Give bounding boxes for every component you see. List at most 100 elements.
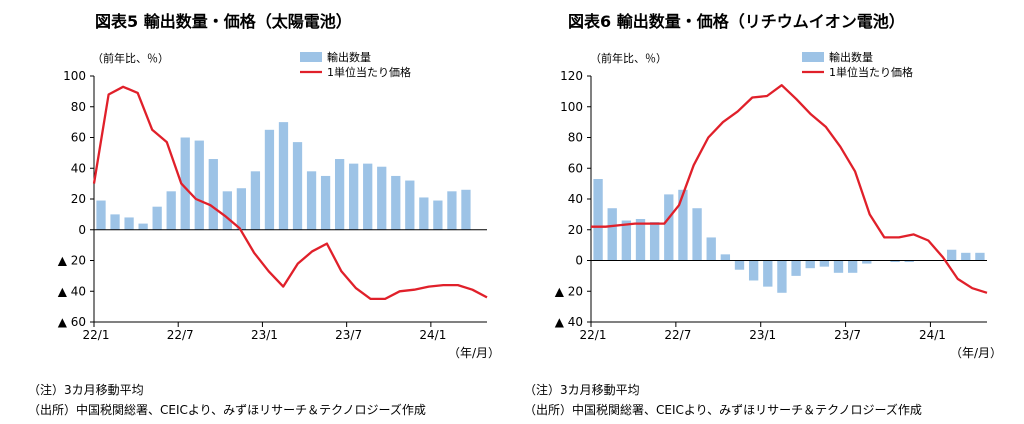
bar [334, 159, 345, 230]
bar [138, 223, 148, 230]
bar [975, 252, 985, 261]
bar [720, 254, 731, 261]
x-tick-label: 23/1 [251, 328, 278, 342]
x-tick-label: 24/1 [919, 328, 946, 342]
y-tick-label: ▲ 20 [555, 284, 583, 298]
chart-panel-right: 図表6 輸出数量・価格（リチウムイオン電池） （前年比、％） 120 100 80 60… [512, 0, 1024, 424]
x-tick-label: 22/7 [664, 328, 691, 342]
y-tick-label: 100 [63, 69, 86, 83]
bar [862, 260, 872, 264]
bar [678, 189, 688, 261]
legend-bar-swatch [300, 52, 322, 62]
note-text: （注）3カ月移動平均 [28, 383, 144, 397]
bar [961, 252, 971, 261]
bar [180, 137, 190, 230]
y-tick-label: 20 [568, 223, 583, 237]
bar [377, 166, 387, 230]
legend-line-label: 1単位当たり価格 [327, 65, 411, 79]
chart-title: 図表5 輸出数量・価格（太陽電池） [95, 12, 352, 31]
bar [222, 191, 232, 230]
bar [805, 260, 815, 269]
legend-line-label: 1単位当たり価格 [829, 65, 913, 79]
y-tick-label: 80 [568, 131, 583, 145]
chart-panel-left: 図表5 輸出数量・価格（太陽電池） （前年比、％） 100 80 60 40 20 0 ▲ 2… [28, 12, 500, 417]
bar [777, 260, 787, 293]
y-tick-label: 0 [78, 223, 86, 237]
bar [405, 180, 415, 230]
bar [391, 175, 401, 230]
bar [152, 206, 162, 230]
bar [96, 200, 106, 230]
x-unit-label: （年/月） [950, 346, 1002, 360]
y-tick-label: ▲ 60 [58, 315, 86, 329]
bar [649, 222, 660, 261]
bar [748, 260, 759, 281]
y-tick-label: 60 [568, 161, 583, 175]
bar [946, 249, 957, 261]
y-tick-label: ▲ 20 [58, 254, 86, 268]
bar [292, 142, 303, 230]
bar [110, 214, 120, 230]
bar [278, 122, 289, 230]
y-tick-label: ▲ 40 [555, 315, 583, 329]
bar [692, 208, 702, 261]
bar [734, 260, 745, 270]
bar [349, 163, 359, 230]
source-text: （出所）中国税関総署、CEICより、みずほリサーチ＆テクノロジーズ作成 [524, 403, 922, 417]
legend-bar-swatch [802, 52, 824, 62]
bar [593, 179, 603, 261]
price-line [591, 84, 988, 294]
source-text: （出所）中国税関総署、CEICより、みずほリサーチ＆テクノロジーズ作成 [28, 403, 426, 417]
price-line [92, 85, 488, 301]
bar [819, 260, 830, 267]
bar [890, 260, 900, 263]
bar [363, 163, 373, 230]
bar [166, 191, 176, 230]
bar [607, 208, 617, 261]
note-text: （注）3カ月移動平均 [524, 383, 640, 397]
x-tick-label: 24/1 [419, 328, 446, 342]
y-tick-label: 100 [560, 100, 583, 114]
bar [635, 218, 646, 261]
bar [264, 129, 275, 230]
x-tick-label: 22/7 [167, 328, 194, 342]
y-unit-label: （前年比、％） [590, 51, 667, 65]
x-tick-label: 23/7 [335, 328, 362, 342]
x-tick-label: 23/7 [834, 328, 861, 342]
y-tick-label: ▲ 40 [58, 284, 86, 298]
bar [621, 220, 632, 261]
bar [706, 237, 716, 261]
bar [208, 159, 218, 230]
y-unit-label: （前年比、％） [92, 51, 169, 65]
bar [124, 217, 134, 230]
bar [447, 191, 457, 230]
bar [833, 260, 844, 273]
bar [847, 260, 858, 273]
y-tick-label: 20 [71, 192, 86, 206]
y-tick-label: 40 [71, 161, 86, 175]
bar [250, 171, 261, 230]
bar [306, 171, 317, 230]
bar [433, 200, 443, 230]
x-tick-label: 22/1 [580, 328, 607, 342]
bar [236, 188, 247, 230]
y-tick-label: 80 [71, 100, 86, 114]
bar [664, 194, 674, 261]
bar [194, 140, 204, 230]
y-tick-label: 0 [575, 254, 583, 268]
x-tick-label: 23/1 [749, 328, 776, 342]
bar [791, 260, 801, 276]
bar [320, 175, 331, 230]
bar [763, 260, 773, 287]
y-tick-label: 120 [560, 69, 583, 83]
y-tick-label: 60 [71, 131, 86, 145]
bar [904, 260, 914, 263]
y-tick-label: 40 [568, 192, 583, 206]
legend-bar-label: 輸出数量 [829, 50, 873, 64]
chart-title: 図表6 輸出数量・価格（リチウムイオン電池） [568, 12, 905, 31]
bar [461, 189, 471, 230]
x-tick-label: 22/1 [83, 328, 110, 342]
x-unit-label: （年/月） [448, 346, 500, 360]
